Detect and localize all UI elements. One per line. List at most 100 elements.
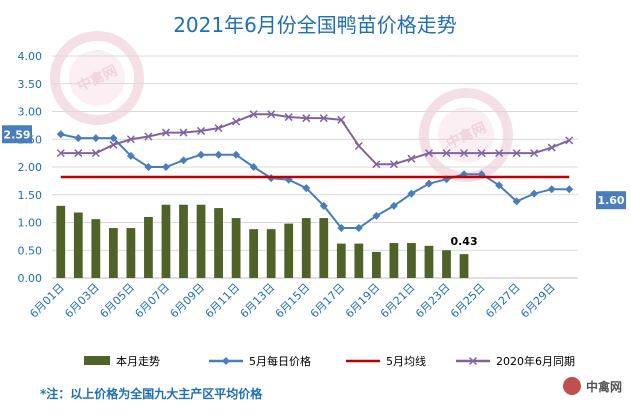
- bar: [336, 243, 346, 278]
- data-point: [389, 160, 398, 169]
- data-point: [442, 149, 451, 158]
- data-point: [495, 149, 504, 158]
- x-tick-label: 6月29日: [518, 281, 558, 321]
- data-point: [91, 149, 100, 158]
- bar: [144, 216, 153, 278]
- data-point: [319, 114, 328, 123]
- data-point: [547, 185, 556, 194]
- y-axis-ticks: 0.000.501.001.502.002.503.003.504.00: [18, 50, 43, 285]
- data-point: [337, 115, 346, 124]
- y-tick-label: 1.00: [18, 217, 43, 230]
- data-point: [249, 163, 258, 171]
- bar: [108, 228, 118, 278]
- brand-logo: 中禽网: [563, 377, 622, 395]
- data-point: [530, 149, 539, 158]
- bar: [231, 218, 241, 278]
- bar: [73, 212, 83, 278]
- x-tick-label: 6月27日: [483, 281, 523, 321]
- x-tick-label: 6月07日: [132, 281, 172, 321]
- value-callout-box: [596, 191, 626, 210]
- value-callout: 2.59: [2, 125, 32, 144]
- legend-label: 5月均线: [386, 354, 426, 368]
- legend-item: 2020年6月同期: [456, 354, 575, 368]
- y-tick-label: 3.00: [18, 106, 43, 119]
- bar: [249, 229, 259, 278]
- data-point: [109, 134, 118, 143]
- data-point: [512, 197, 521, 206]
- data-point: [109, 140, 118, 149]
- data-point: [197, 150, 206, 159]
- bar: [371, 251, 381, 278]
- bar: [266, 229, 276, 278]
- data-point: [302, 184, 311, 193]
- value-callout: 1.60: [596, 191, 626, 210]
- value-callout-text: 2.59: [3, 128, 30, 141]
- data-point: [74, 149, 83, 158]
- x-tick-label: 6月19日: [343, 281, 383, 321]
- x-tick-label: 6月05日: [97, 281, 137, 321]
- bar: [126, 228, 136, 278]
- data-point: [214, 124, 223, 133]
- legend-marker: [468, 356, 478, 366]
- bar: [179, 204, 188, 278]
- legend-item: 5月均线: [346, 354, 426, 368]
- data-point: [372, 211, 381, 220]
- x-tick-label: 6月23日: [413, 281, 453, 321]
- data-point: [161, 128, 170, 137]
- bar: [389, 243, 399, 278]
- line-series: [56, 110, 574, 233]
- x-axis-ticks: 6月01日6月03日6月05日6月07日6月09日6月11日6月13日6月15日…: [27, 281, 558, 321]
- brand-logo-text: 中禽网: [586, 379, 622, 394]
- data-point: [267, 110, 276, 119]
- data-point: [179, 128, 188, 137]
- data-point: [179, 156, 188, 165]
- bar: [284, 223, 294, 278]
- data-point: [512, 149, 521, 158]
- legend-item: 本月走势: [84, 354, 160, 368]
- data-point: [249, 110, 258, 119]
- value-callout-box: [2, 125, 32, 144]
- data-point: [372, 160, 381, 169]
- y-tick-label: 0.50: [18, 244, 43, 257]
- bar: [91, 219, 101, 278]
- data-point: [337, 224, 346, 233]
- y-tick-label: 3.50: [18, 78, 43, 91]
- bar-series: [56, 204, 469, 278]
- data-point: [477, 149, 486, 158]
- x-tick-label: 6月25日: [448, 281, 488, 321]
- gridlines: [52, 55, 578, 279]
- data-point: [126, 151, 135, 160]
- chart-title: 2021年6月份全国鸭苗价格走势: [173, 13, 457, 37]
- bar: [319, 218, 329, 278]
- y-tick-label: 0.00: [18, 272, 43, 285]
- data-point: [197, 126, 206, 135]
- series-line: [60, 133, 570, 230]
- bar: [196, 204, 206, 278]
- value-callout-text: 1.60: [597, 194, 624, 207]
- data-point: [354, 141, 363, 150]
- data-point: [407, 154, 416, 163]
- data-point: [547, 143, 556, 152]
- data-point: [460, 149, 469, 158]
- bar: [459, 254, 469, 278]
- data-point: [565, 136, 574, 145]
- data-point: [354, 224, 363, 233]
- data-point: [91, 134, 100, 143]
- data-point: [144, 163, 153, 171]
- data-point: [319, 201, 328, 210]
- legend-swatch: [84, 356, 110, 365]
- x-tick-label: 6月17日: [308, 281, 348, 321]
- data-point: [126, 135, 135, 144]
- legend-label: 5月每日价格: [249, 354, 311, 368]
- data-point: [389, 201, 398, 210]
- data-point: [144, 132, 153, 141]
- data-point: [495, 181, 504, 190]
- legend-label: 本月走势: [116, 354, 160, 368]
- watermark-stamp: 中禽网: [419, 88, 513, 182]
- data-point: [56, 149, 65, 158]
- data-point: [530, 189, 539, 198]
- data-point: [232, 117, 241, 126]
- x-tick-label: 6月01日: [27, 281, 67, 321]
